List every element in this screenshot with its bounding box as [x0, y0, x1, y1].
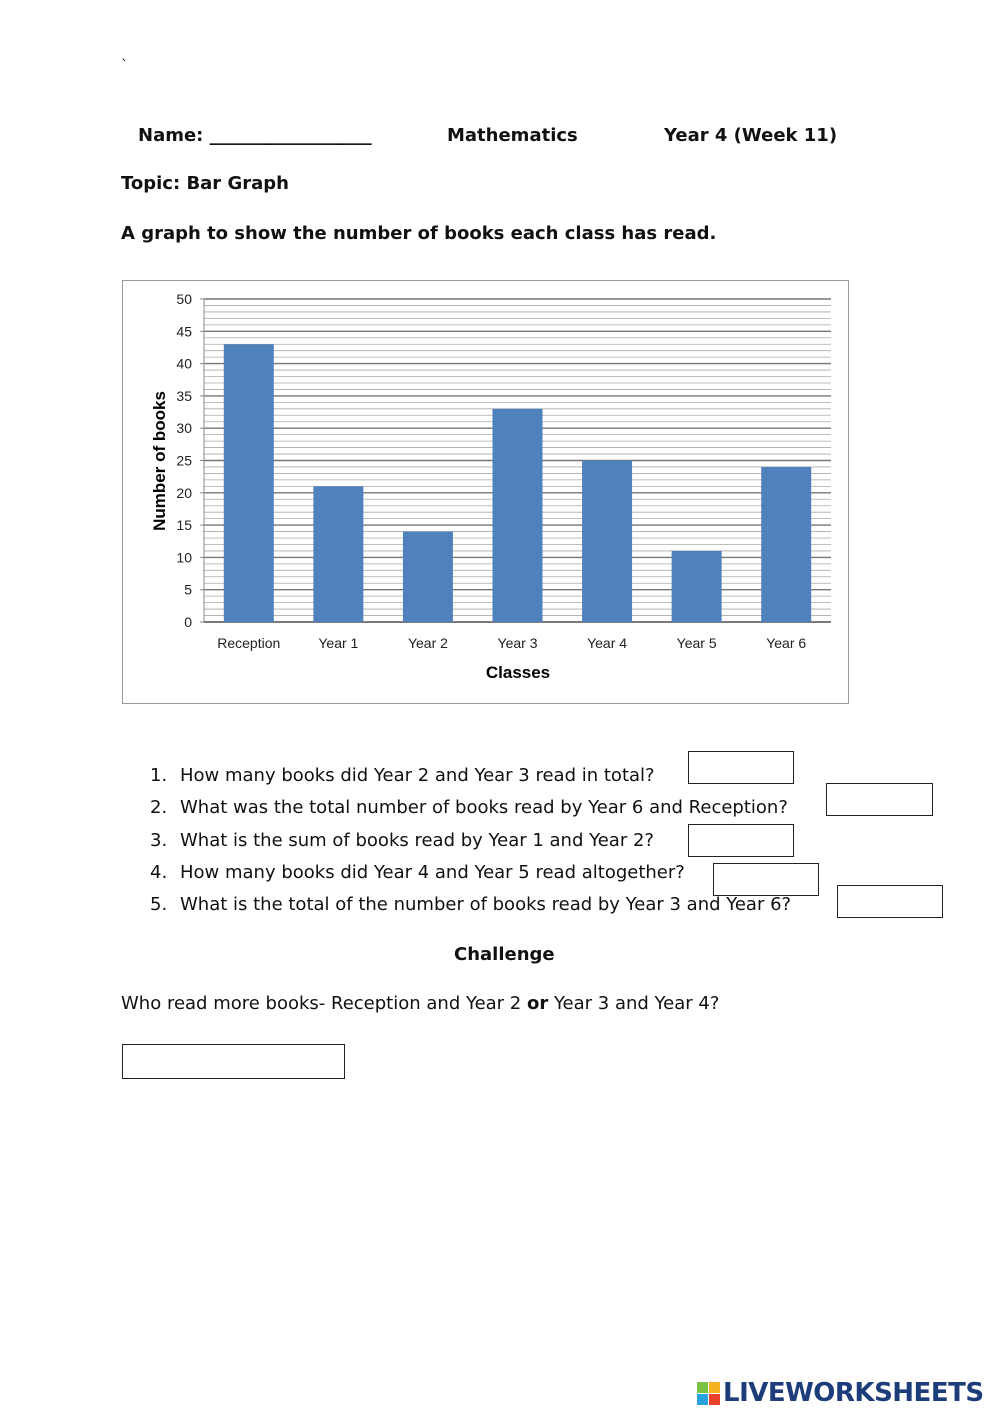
question-item: 2. What was the total number of books rea… — [150, 797, 788, 818]
stray-mark: ` — [121, 58, 128, 74]
x-axis-label: Classes — [486, 663, 550, 682]
bar-year-1 — [313, 486, 364, 622]
graph-intro: A graph to show the number of books each… — [121, 223, 717, 244]
challenge-answer-box[interactable] — [122, 1044, 345, 1079]
answer-box-2[interactable] — [826, 783, 933, 816]
logo-cubes-icon — [697, 1382, 720, 1405]
y-tick-label: 45 — [176, 323, 192, 339]
challenge-text-1: Who read more books- Reception and Year … — [121, 993, 527, 1014]
question-text: How many books did Year 2 and Year 3 rea… — [180, 765, 655, 786]
question-number: 2. — [150, 797, 168, 818]
question-item: 5. What is the total of the number of boo… — [150, 894, 791, 915]
subject-label: Mathematics — [447, 125, 578, 146]
y-tick-label: 50 — [176, 291, 192, 307]
question-number: 1. — [150, 765, 168, 786]
bar-year-5 — [671, 550, 722, 622]
answer-box-3[interactable] — [688, 824, 794, 857]
question-text: How many books did Year 4 and Year 5 rea… — [180, 862, 685, 883]
y-tick-label: 30 — [176, 420, 192, 436]
answer-box-1[interactable] — [688, 751, 794, 784]
y-tick-label: 10 — [176, 549, 192, 565]
bar-year-2 — [402, 531, 453, 622]
y-tick-label: 40 — [176, 356, 192, 372]
question-number: 4. — [150, 862, 168, 883]
year-week-label: Year 4 (Week 11) — [664, 125, 838, 146]
liveworksheets-logo: LIVEWORKSHEETS — [697, 1378, 984, 1408]
y-tick-label: 15 — [176, 517, 192, 533]
y-tick-label: 20 — [176, 485, 192, 501]
question-text: What was the total number of books read … — [180, 797, 788, 818]
y-tick-label: 0 — [184, 614, 192, 630]
x-tick-label: Year 3 — [498, 635, 538, 651]
challenge-text-2: Year 3 and Year 4? — [548, 993, 720, 1014]
y-tick-label: 35 — [176, 388, 192, 404]
y-tick-label: 25 — [176, 453, 192, 469]
x-tick-label: Year 2 — [408, 635, 448, 651]
question-number: 5. — [150, 894, 168, 915]
bar-chart: 0 5 10 15 20 25 30 35 40 45 50 Reception Year 1 Year… — [122, 280, 849, 704]
question-text: What is the total of the number of books… — [180, 894, 792, 915]
question-item: 4. How many books did Year 4 and Year 5 r… — [150, 862, 685, 883]
x-tick-label: Year 6 — [766, 635, 806, 651]
challenge-title: Challenge — [454, 944, 555, 965]
challenge-or: or — [526, 993, 549, 1014]
x-tick-label: Year 1 — [318, 635, 358, 651]
bar-year-4 — [582, 460, 633, 622]
logo-text: LIVEWORKSHEETS — [723, 1378, 984, 1408]
x-tick-label: Reception — [217, 635, 280, 651]
name-field-label: Name: __________________ — [138, 125, 372, 146]
answer-box-4[interactable] — [713, 863, 819, 896]
bar-year-6 — [761, 466, 812, 622]
x-tick-label: Year 5 — [677, 635, 717, 651]
y-tick-label: 5 — [184, 582, 192, 598]
x-tick-label: Year 4 — [587, 635, 627, 651]
bar-year-3 — [492, 408, 543, 622]
y-axis-label: Number of books — [150, 391, 169, 531]
answer-box-5[interactable] — [837, 885, 943, 918]
bar-reception — [223, 344, 274, 622]
challenge-question: Who read more books- Reception and Year … — [121, 993, 719, 1014]
question-text: What is the sum of books read by Year 1 … — [180, 830, 654, 851]
bar-chart-svg: 0 5 10 15 20 25 30 35 40 45 50 Reception Year 1 Year… — [150, 291, 831, 682]
question-item: 1. How many books did Year 2 and Year 3 r… — [150, 765, 655, 786]
question-item: 3. What is the sum of books read by Year … — [150, 830, 654, 851]
question-number: 3. — [150, 830, 168, 851]
topic-label: Topic: Bar Graph — [121, 173, 289, 194]
